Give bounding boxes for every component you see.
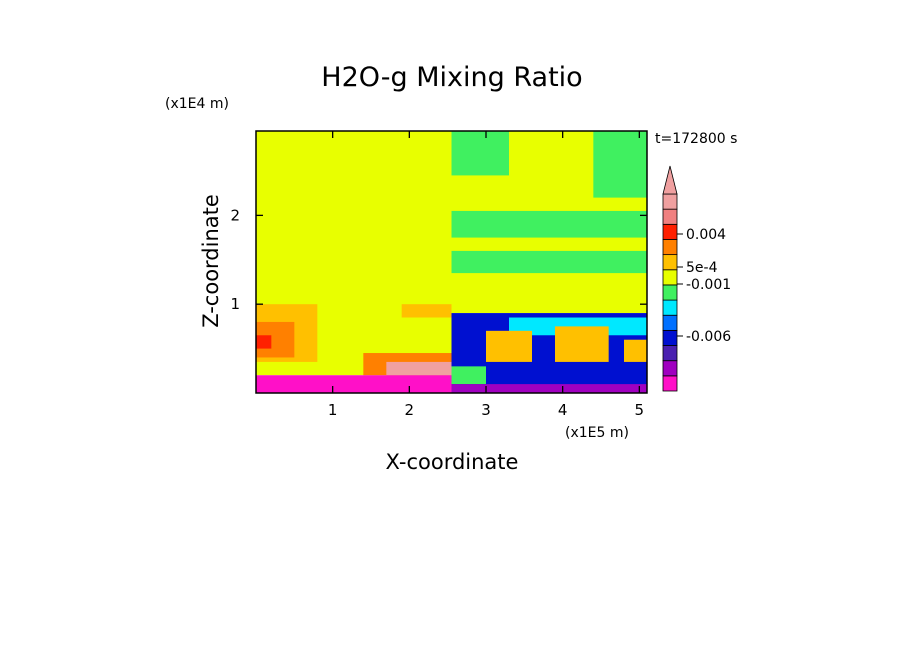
heatmap-region: [256, 375, 452, 393]
axis-ticks: 1 2 3 4 5 1 2: [230, 131, 647, 419]
x-tick-label: 5: [635, 401, 645, 419]
y-axis-label: Z-coordinate: [199, 194, 223, 328]
heatmap-region: [451, 366, 486, 385]
heatmap-region: [624, 339, 647, 362]
time-label: t=172800 s: [655, 131, 737, 147]
colorbar-swatch: [662, 269, 678, 286]
y-tick-label: 1: [230, 295, 240, 313]
colorbar-swatch: [662, 193, 678, 210]
colorbar-arrow: [662, 165, 678, 195]
colorbar-swatch: [662, 345, 678, 362]
colorbar-swatch: [662, 375, 678, 392]
heatmap-region: [486, 330, 532, 362]
colorbar-label: 5e-4: [686, 260, 718, 276]
heatmap-region: [386, 361, 452, 376]
heatmap-region: [555, 326, 609, 362]
x-tick-label: 1: [328, 401, 338, 419]
y-tick-label: 2: [230, 206, 240, 224]
colorbar-swatch: [662, 223, 678, 240]
heatmap-region: [451, 250, 647, 274]
heatmap-region: [451, 210, 647, 238]
colorbar-label: -0.001: [686, 277, 731, 293]
heatmap-region: [401, 304, 452, 318]
colorbar-swatch: [662, 254, 678, 271]
plot-frame: [255, 130, 648, 394]
x-tick-label: 3: [481, 401, 491, 419]
x-tick-label: 2: [405, 401, 415, 419]
colorbar-swatch: [662, 314, 678, 331]
heatmap-region: [593, 131, 647, 198]
colorbar-swatch: [662, 360, 678, 377]
colorbar-swatch: [662, 284, 678, 301]
heatmap-region: [451, 131, 509, 176]
colorbar-swatch: [662, 239, 678, 256]
chart-title: H2O-g Mixing Ratio: [321, 62, 582, 93]
heatmap-region: [451, 384, 647, 393]
colorbar-swatch: [662, 329, 678, 346]
x-tick-label: 4: [558, 401, 568, 419]
y-axis-unit: (x1E4 m): [165, 96, 229, 112]
colorbar-label: -0.006: [686, 329, 731, 345]
heatmap-region: [256, 335, 272, 349]
heatmap-regions: [256, 131, 647, 393]
x-axis-label: X-coordinate: [386, 450, 519, 474]
colorbar-swatch: [662, 208, 678, 225]
x-axis-unit: (x1E5 m): [565, 425, 629, 441]
colorbar-label: 0.004: [686, 227, 726, 243]
colorbar-swatch: [662, 299, 678, 316]
